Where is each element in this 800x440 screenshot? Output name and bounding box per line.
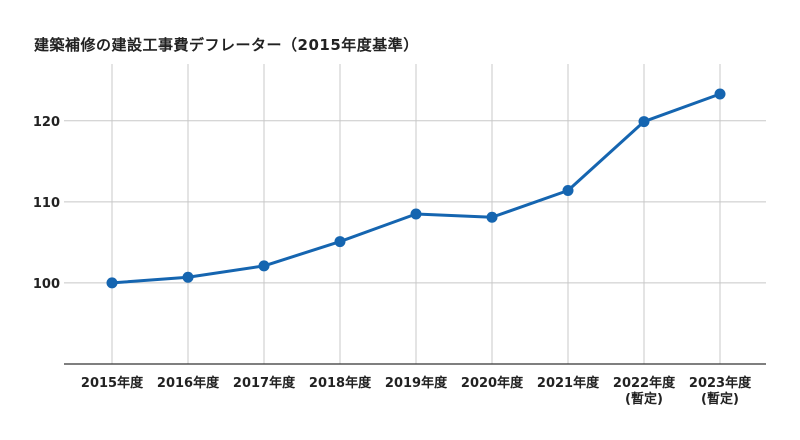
data-point: [638, 116, 650, 128]
x-tick-label: 2016年度: [157, 375, 220, 391]
y-axis-tick-labels: 100 110 120: [33, 115, 60, 292]
chart-title: 建築補修の建設工事費デフレーター（2015年度基準）: [34, 36, 419, 54]
data-point: [258, 260, 270, 272]
x-tick-label: 2023年度: [689, 375, 752, 391]
data-point: [106, 277, 118, 289]
series: [106, 88, 726, 289]
x-tick-label: 2018年度: [309, 375, 372, 391]
data-point: [714, 88, 726, 100]
data-point: [410, 208, 422, 220]
x-tick-label: 2021年度: [537, 375, 600, 391]
x-tick-label: (暫定): [701, 391, 739, 407]
data-point: [334, 236, 346, 248]
data-point: [182, 271, 194, 283]
y-tick-label: 110: [33, 196, 60, 211]
x-tick-label: (暫定): [625, 391, 663, 407]
data-point: [562, 184, 574, 196]
x-tick-label: 2017年度: [233, 375, 296, 391]
x-axis-tick-labels: 2015年度 2016年度 2017年度 2018年度 2019年度 2020年度 2021…: [81, 375, 752, 407]
x-tick-label: 2019年度: [385, 375, 448, 391]
x-tick-label: 2015年度: [81, 375, 144, 391]
x-tick-label: 2022年度: [613, 375, 676, 391]
data-point: [486, 211, 498, 223]
x-tick-label: 2020年度: [461, 375, 524, 391]
y-tick-label: 100: [33, 277, 60, 292]
y-tick-label: 120: [33, 115, 60, 130]
